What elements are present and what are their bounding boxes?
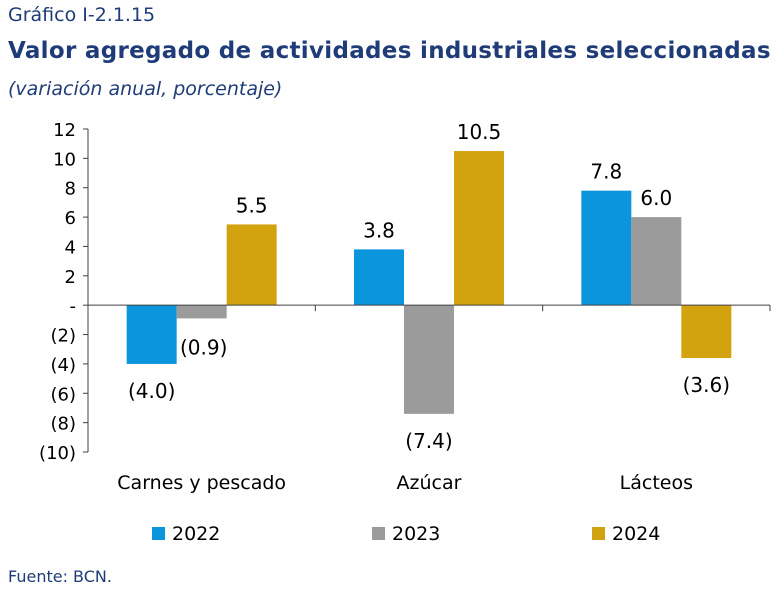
chart-subtitle: (variación anual, porcentaje) [8,78,283,100]
y-tick-label: 4 [65,237,76,258]
data-label: 3.8 [363,218,395,242]
source-note: Fuente: BCN. [8,567,112,586]
y-tick-label: 2 [65,267,76,288]
data-label: 7.8 [590,160,622,184]
bar-2023 [176,305,227,319]
data-label: 5.5 [236,193,268,217]
bar-2022 [126,305,177,364]
bar-2023 [631,217,682,306]
data-label: (4.0) [128,379,175,403]
y-tick-label: - [70,296,77,317]
chart-title: Valor agregado de actividades industrial… [8,38,771,64]
y-tick-label: (4) [51,355,77,376]
legend-swatch-2024 [592,527,605,540]
bar-2022 [581,190,632,306]
category-label: Azúcar [397,472,462,494]
y-tick-label: 8 [65,179,76,200]
bar-2022 [354,249,404,306]
data-label: 10.5 [457,120,502,144]
legend-label-2023: 2023 [392,523,440,545]
bar-2024 [226,224,277,306]
y-tick-label: 12 [53,120,76,141]
category-label: Carnes y pescado [117,472,286,494]
legend-swatch-2023 [372,527,385,540]
bar-2024 [454,151,504,306]
category-label: Lácteos [620,472,693,494]
bar-2023 [404,305,454,414]
chart-number: Gráfico I-2.1.15 [8,4,156,26]
y-tick-label: 10 [53,149,76,170]
y-tick-label: (2) [51,326,77,347]
data-label: (7.4) [405,429,452,453]
data-label: (3.6) [683,373,730,397]
y-tick-label: 6 [65,208,76,229]
y-tick-label: (6) [51,384,77,405]
bar-2024 [681,305,732,359]
data-label: 6.0 [640,186,672,210]
legend-swatch-2022 [152,527,165,540]
y-tick-label: (8) [51,414,77,435]
data-label: (0.9) [180,335,227,359]
legend-label-2024: 2024 [612,523,660,545]
y-tick-label: (10) [39,443,76,464]
legend-label-2022: 2022 [172,523,220,545]
